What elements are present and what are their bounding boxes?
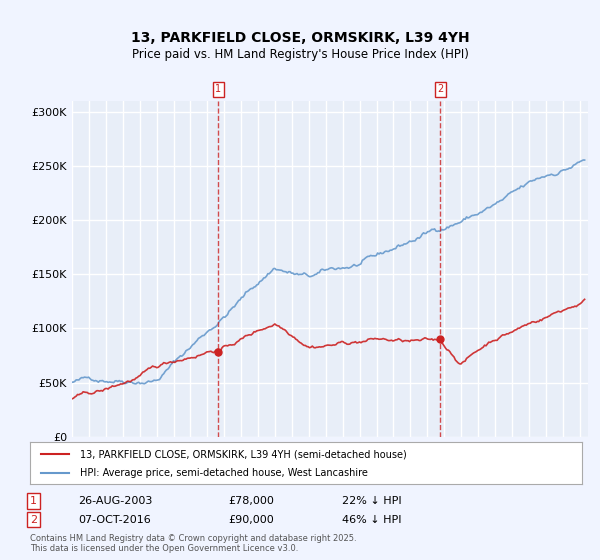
Text: 13, PARKFIELD CLOSE, ORMSKIRK, L39 4YH: 13, PARKFIELD CLOSE, ORMSKIRK, L39 4YH: [131, 31, 469, 45]
Text: 07-OCT-2016: 07-OCT-2016: [78, 515, 151, 525]
Text: £78,000: £78,000: [228, 496, 274, 506]
Text: 46% ↓ HPI: 46% ↓ HPI: [342, 515, 401, 525]
Text: Price paid vs. HM Land Registry's House Price Index (HPI): Price paid vs. HM Land Registry's House …: [131, 48, 469, 60]
Text: £90,000: £90,000: [228, 515, 274, 525]
Text: 13, PARKFIELD CLOSE, ORMSKIRK, L39 4YH (semi-detached house): 13, PARKFIELD CLOSE, ORMSKIRK, L39 4YH (…: [80, 449, 406, 459]
Text: 22% ↓ HPI: 22% ↓ HPI: [342, 496, 401, 506]
Text: 1: 1: [30, 496, 37, 506]
Text: Contains HM Land Registry data © Crown copyright and database right 2025.
This d: Contains HM Land Registry data © Crown c…: [30, 534, 356, 553]
Text: 26-AUG-2003: 26-AUG-2003: [78, 496, 152, 506]
Text: 2: 2: [437, 84, 443, 94]
Text: 2: 2: [30, 515, 37, 525]
Text: 1: 1: [215, 84, 221, 94]
Text: HPI: Average price, semi-detached house, West Lancashire: HPI: Average price, semi-detached house,…: [80, 468, 368, 478]
